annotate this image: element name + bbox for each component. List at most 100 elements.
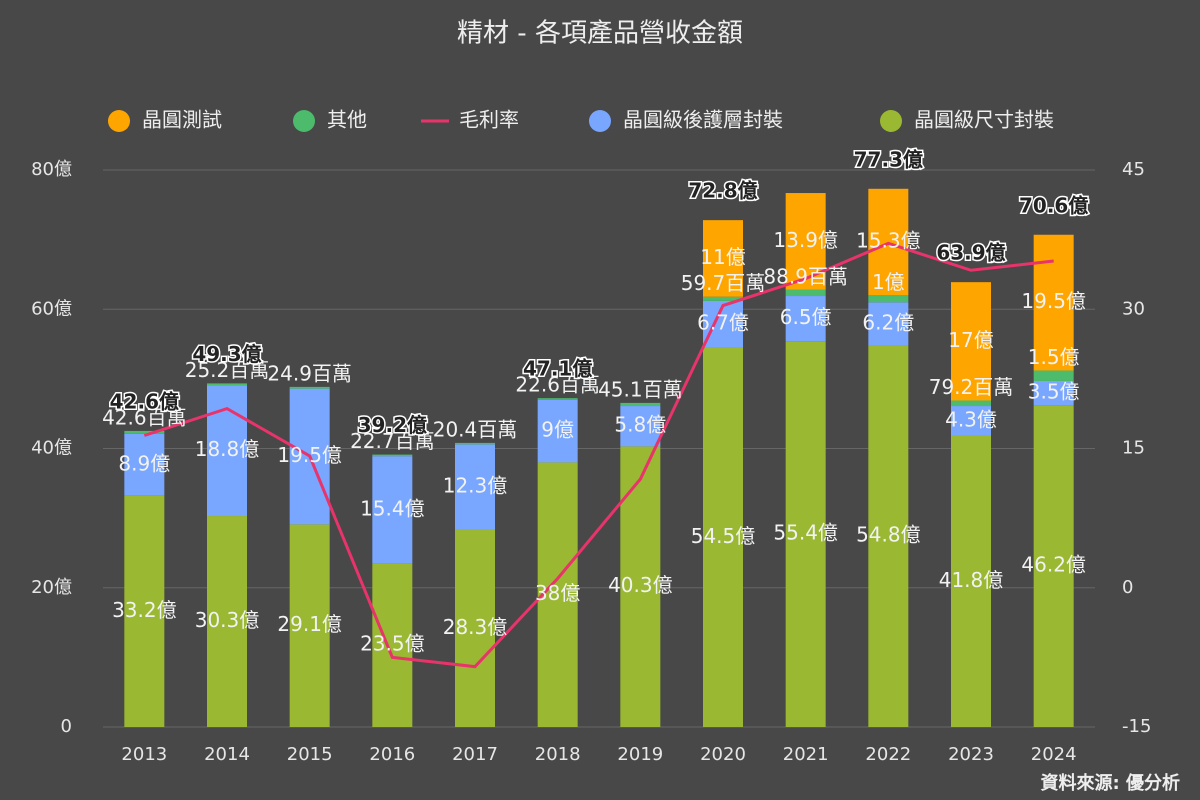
data-label: 23.5億: [360, 632, 425, 656]
data-label: 22.7百萬: [350, 429, 435, 453]
bar-segment: [207, 383, 247, 386]
bar-segment: [289, 524, 330, 727]
data-label: 46.2億: [1021, 553, 1086, 577]
bar-segment: [455, 529, 495, 727]
data-label: 9億: [541, 418, 574, 442]
bar-segment: [785, 289, 826, 297]
x-tick-label: 2021: [783, 744, 829, 765]
total-label: 42.6億: [110, 389, 179, 413]
bar-segment: [703, 220, 743, 297]
bar-segment: [289, 386, 330, 389]
data-label: 40.3億: [608, 573, 673, 597]
data-label: 33.2億: [112, 598, 177, 622]
data-label: 6.2億: [862, 310, 914, 334]
bar-segment: [785, 296, 826, 342]
data-label: 11億: [700, 245, 745, 269]
data-label: 54.8億: [856, 523, 921, 547]
y2-tick-label: -15: [1122, 716, 1151, 737]
data-label: 41.8億: [939, 568, 1004, 592]
bar-segment: [1033, 380, 1074, 406]
x-tick-label: 2013: [121, 744, 167, 765]
y2-tick-label: 30: [1122, 298, 1145, 319]
data-label: 25.2百萬: [185, 358, 270, 382]
bar-segment: [537, 398, 578, 400]
x-tick-label: 2023: [948, 744, 994, 765]
total-label: 49.3億: [192, 342, 261, 366]
legend-label: 毛利率: [459, 108, 519, 132]
x-tick-label: 2014: [204, 744, 250, 765]
bar-segment: [620, 402, 661, 407]
data-label: 45.1百萬: [598, 377, 683, 401]
x-tick-label: 2018: [535, 744, 581, 765]
bar-segment: [703, 347, 743, 727]
legend-label: 晶圓測試: [142, 108, 222, 132]
legend-label: 晶圓級尺寸封裝: [914, 108, 1054, 132]
bar-segment: [372, 563, 413, 727]
bar-segment: [124, 433, 165, 496]
bar-segment: [951, 282, 991, 401]
bar-segment: [124, 495, 165, 727]
data-label: 59.7百萬: [681, 271, 766, 295]
y-tick-label: 60億: [31, 298, 72, 319]
y2-tick-label: 45: [1122, 159, 1145, 180]
source: 資料來源: 優分析: [1041, 772, 1180, 794]
x-tick-label: 2022: [865, 744, 911, 765]
bar-segment: [1033, 234, 1074, 371]
data-label: 1億: [872, 270, 905, 294]
legend-label: 其他: [327, 108, 367, 132]
data-label: 12.3億: [443, 474, 508, 498]
legend-marker: [880, 110, 902, 132]
total-label: 72.8億: [688, 179, 757, 203]
data-label: 19.5億: [277, 443, 342, 467]
data-label: 1.5億: [1028, 345, 1080, 369]
bar-segment: [124, 430, 165, 434]
data-label: 88.9百萬: [763, 264, 848, 288]
x-tick-label: 2019: [617, 744, 663, 765]
bar-segment: [1033, 370, 1074, 381]
data-label: 3.5億: [1028, 380, 1080, 404]
data-label: 4.3億: [945, 407, 997, 431]
data-label: 18.8億: [195, 437, 260, 461]
bar-segment: [455, 444, 495, 530]
legend-marker: [589, 110, 611, 132]
data-label: 13.9億: [773, 228, 838, 252]
x-tick-label: 2024: [1031, 744, 1077, 765]
data-label: 6.7億: [697, 311, 749, 335]
bar-segment: [868, 295, 909, 303]
x-tick-label: 2015: [287, 744, 333, 765]
bar-segment: [868, 302, 909, 346]
bar-segment: [703, 296, 743, 301]
legend-label: 晶圓級後護層封裝: [623, 108, 783, 132]
total-label: 70.6億: [1019, 193, 1088, 217]
bar-segment: [537, 399, 578, 463]
y-tick-label: 40億: [31, 438, 72, 459]
data-label: 38億: [535, 581, 580, 605]
data-label: 20.4百萬: [433, 417, 518, 441]
y2-tick-label: 0: [1122, 577, 1133, 598]
bar-segment: [1033, 405, 1074, 727]
data-label: 22.6百萬: [515, 373, 600, 397]
total-label: 47.1億: [523, 357, 592, 381]
data-label: 28.3億: [443, 615, 508, 639]
y-tick-label: 0: [61, 716, 72, 737]
bar-segment: [372, 456, 413, 564]
total-label: 39.2億: [358, 413, 427, 437]
y-tick-label: 80億: [31, 159, 72, 180]
chart-title: 精材 - 各項產品營收金額: [457, 19, 743, 49]
bar-segment: [372, 454, 413, 457]
bar-segment: [868, 345, 909, 727]
data-label: 19.5億: [1021, 289, 1086, 313]
bar-segment: [951, 406, 991, 436]
data-label: 5.8億: [614, 413, 666, 437]
data-label: 55.4億: [773, 521, 838, 545]
data-label: 6.5億: [780, 305, 832, 329]
x-tick-label: 2020: [700, 744, 746, 765]
bar-segment: [951, 435, 991, 727]
data-label: 42.6百萬: [102, 405, 187, 429]
data-label: 15.3億: [856, 229, 921, 253]
bar-segment: [455, 442, 495, 445]
data-label: 30.3億: [195, 608, 260, 632]
bar-segment: [785, 341, 826, 727]
x-tick-label: 2016: [369, 744, 415, 765]
data-label: 79.2百萬: [929, 375, 1014, 399]
